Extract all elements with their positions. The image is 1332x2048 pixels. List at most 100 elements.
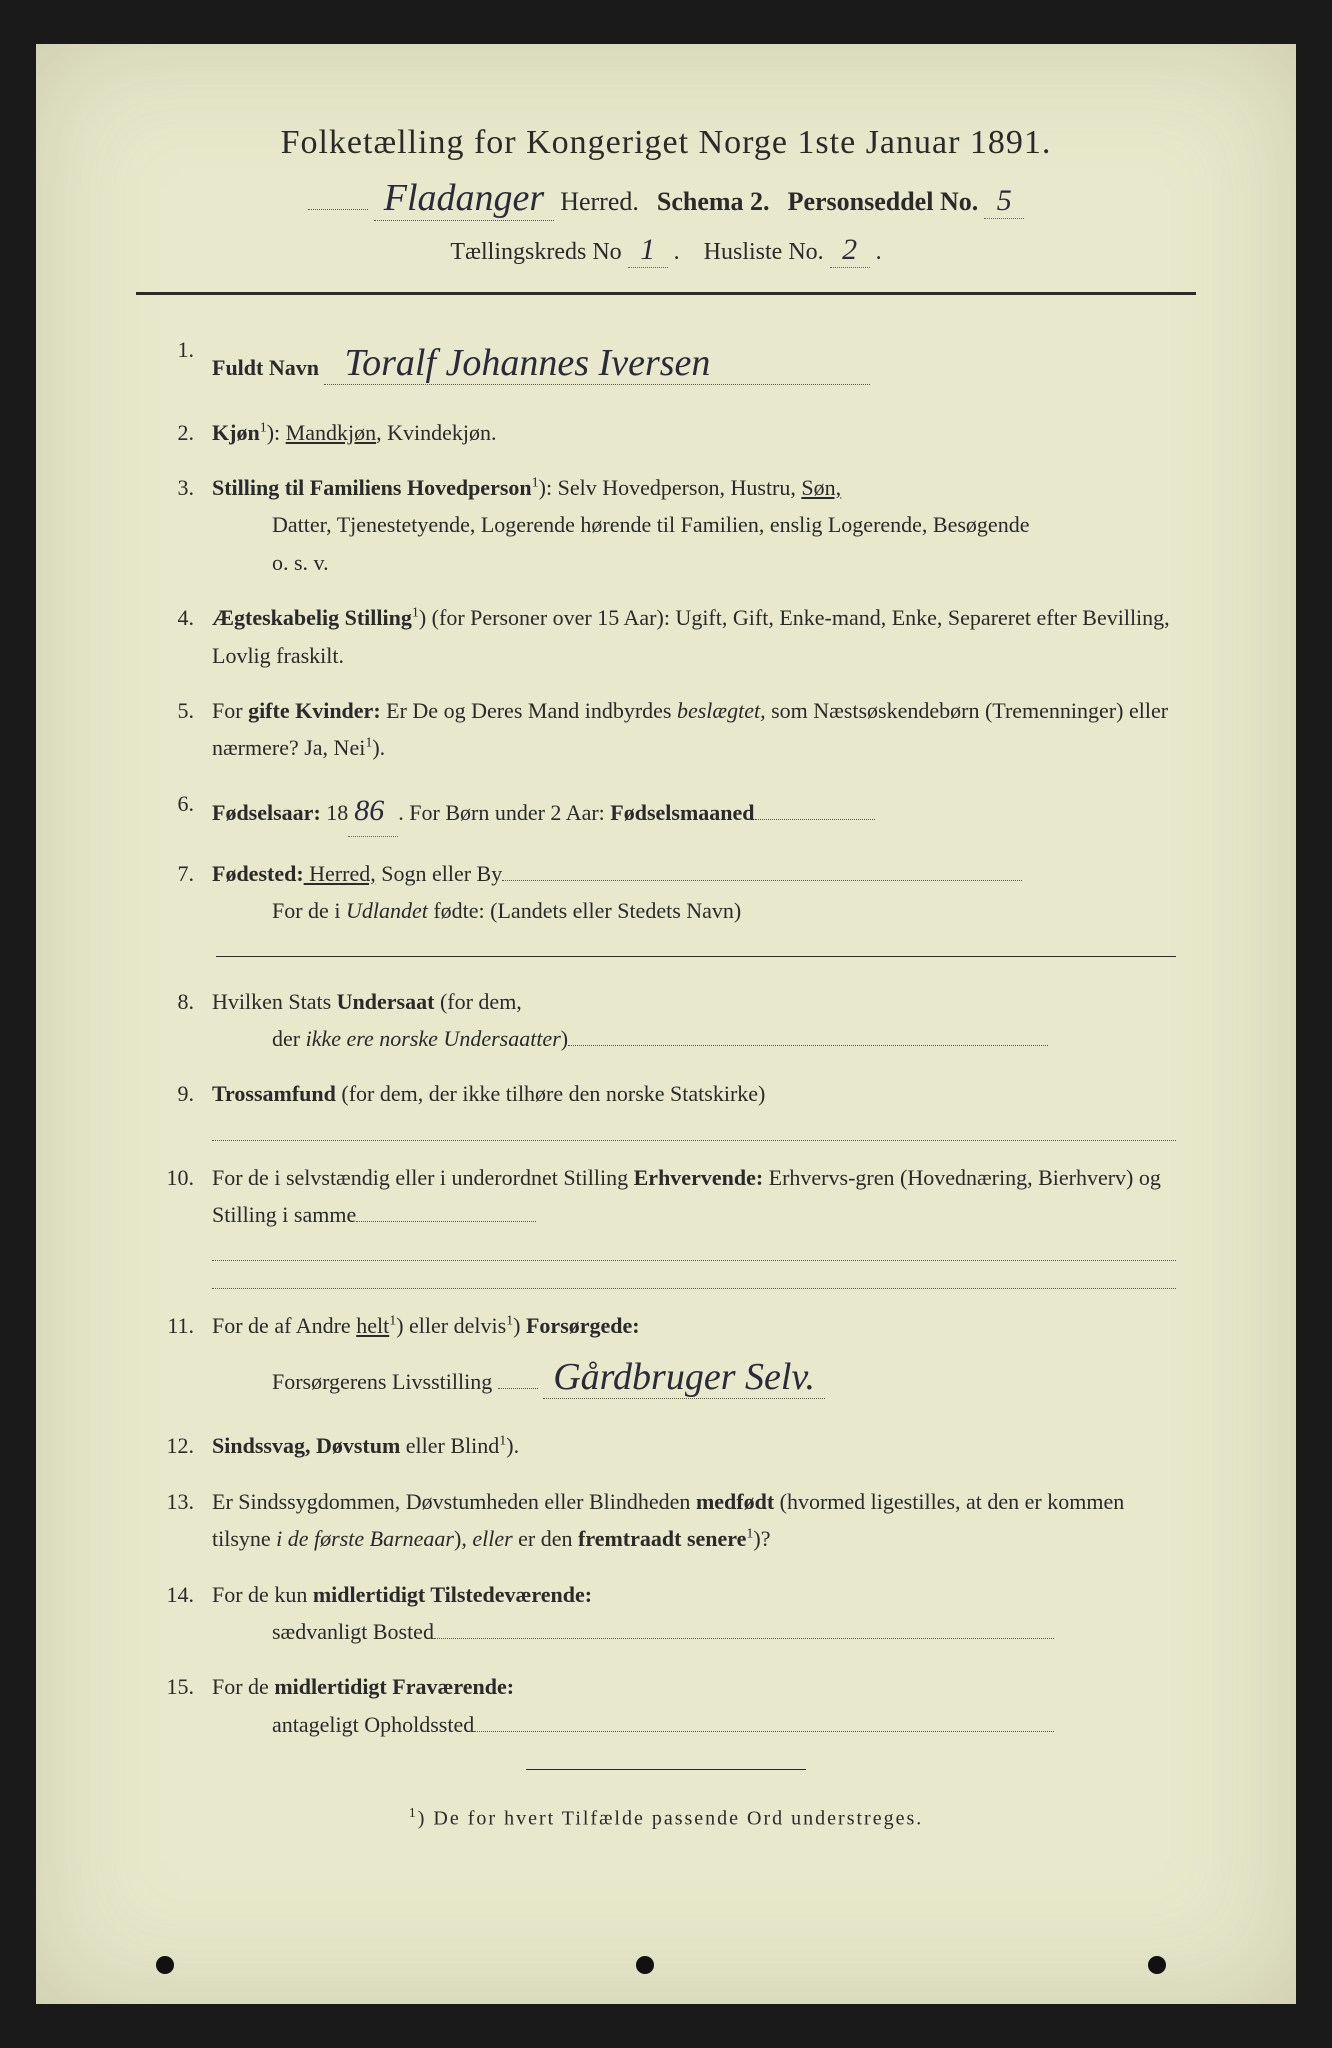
end: ).	[372, 735, 385, 760]
item-num: 9.	[156, 1075, 212, 1140]
l2b: ikke ere norske Undersaatter	[306, 1026, 561, 1051]
item-11: 11. For de af Andre helt1) eller delvis1…	[156, 1307, 1176, 1409]
label: Fødested:	[212, 861, 304, 886]
divider-mid	[216, 956, 1176, 957]
divider-top	[136, 292, 1196, 295]
item-content: For de af Andre helt1) eller delvis1) Fo…	[212, 1307, 1176, 1409]
t2: (for dem,	[434, 989, 521, 1014]
item-12: 12. Sindssvag, Døvstum eller Blind1).	[156, 1427, 1176, 1464]
main-title: Folketælling for Kongeriget Norge 1ste J…	[136, 124, 1196, 162]
t1: For de af Andre	[212, 1313, 356, 1338]
label: Fødselsaar:	[212, 800, 321, 825]
census-form-page: Folketælling for Kongeriget Norge 1ste J…	[36, 44, 1296, 2004]
l2b: Udlandet	[346, 898, 428, 923]
item-content: Fødselsaar: 1886. For Børn under 2 Aar: …	[212, 785, 1176, 837]
label: gifte Kvinder:	[248, 698, 381, 723]
item-content: For gifte Kvinder: Er De og Deres Mand i…	[212, 692, 1176, 767]
l2c: )	[561, 1026, 568, 1051]
t3: )	[513, 1313, 526, 1338]
fn-text: ) De for hvert Tilfælde passende Ord und…	[418, 1808, 923, 1830]
personseddel-no: 5	[984, 184, 1024, 219]
item-num: 2.	[156, 414, 212, 451]
l2a: For de i	[272, 898, 346, 923]
son: Søn,	[801, 475, 841, 500]
item-num: 1.	[156, 331, 212, 396]
herred-handwritten: Fladanger	[374, 176, 554, 221]
t1: Hvilken Stats	[212, 989, 337, 1014]
mid: . For Børn under 2 Aar:	[398, 800, 610, 825]
item-num: 7.	[156, 855, 212, 930]
item-9: 9. Trossamfund (for dem, der ikke tilhør…	[156, 1075, 1176, 1140]
t4: er den	[513, 1526, 578, 1551]
item-3: 3. Stilling til Familiens Hovedperson1):…	[156, 469, 1176, 581]
fill-line2	[212, 1267, 1176, 1289]
end: )?	[753, 1526, 770, 1551]
item-content: Kjøn1): Mandkjøn, Kvindekjøn.	[212, 414, 1176, 451]
end: ).	[506, 1433, 519, 1458]
line2: antageligt Opholdssted	[272, 1706, 1176, 1743]
item-7: 7. Fødested: Herred, Sogn eller By For d…	[156, 855, 1176, 930]
tail: eller Blind	[400, 1433, 499, 1458]
personseddel-label: Personseddel No.	[788, 187, 979, 217]
item-num: 13.	[156, 1483, 212, 1558]
item-num: 15.	[156, 1668, 212, 1743]
b2: fremtraadt senere	[578, 1526, 746, 1551]
punch-hole-left	[156, 1956, 174, 1974]
fill	[474, 1731, 1054, 1732]
bold: Forsørgede:	[526, 1313, 640, 1338]
livsstilling-hw: Gårdbruger Selv.	[543, 1356, 825, 1399]
year-hw: 86	[348, 785, 398, 837]
dotted-prefix	[308, 209, 368, 210]
l2: Forsørgerens Livsstilling	[272, 1369, 492, 1394]
subtitle-2: Tællingskreds No 1 . Husliste No. 2 .	[136, 233, 1196, 268]
bold: Undersaat	[337, 989, 435, 1014]
label-a: Kjøn	[212, 420, 260, 445]
dot2: .	[876, 239, 882, 266]
line2: der ikke ere norske Undersaatter)	[272, 1020, 1176, 1057]
fn-sup: 1	[409, 1806, 418, 1821]
line2: sædvanligt Bosted	[272, 1613, 1176, 1650]
bold: midlertidigt Fraværende:	[274, 1674, 514, 1699]
dots	[498, 1388, 538, 1389]
label: Trossamfund	[212, 1081, 336, 1106]
t1: For de kun	[212, 1582, 313, 1607]
item-content: Er Sindssygdommen, Døvstumheden eller Bl…	[212, 1483, 1176, 1558]
line2: Forsørgerens Livsstilling Gårdbruger Sel…	[272, 1345, 1176, 1410]
line2: Datter, Tjenestetyende, Logerende hørend…	[272, 506, 1176, 543]
t3: ),	[454, 1526, 472, 1551]
item-10: 10. For de i selvstændig eller i underor…	[156, 1159, 1176, 1290]
tail: Sogn eller By	[376, 861, 503, 886]
item-num: 10.	[156, 1159, 212, 1290]
line3: o. s. v.	[272, 544, 1176, 581]
l2: sædvanligt Bosted	[272, 1619, 434, 1644]
fill	[434, 1638, 1054, 1639]
item-num: 3.	[156, 469, 212, 581]
taellingskreds-label: Tællingskreds No	[450, 239, 621, 266]
italic1: beslægtet,	[677, 698, 766, 723]
t1: Er Sindssygdommen, Døvstumheden eller Bl…	[212, 1489, 696, 1514]
tail1: Er De og Deres Mand indbyrdes	[381, 698, 677, 723]
b1: medfødt	[696, 1489, 774, 1514]
item-14: 14. For de kun midlertidigt Tilstedevære…	[156, 1576, 1176, 1651]
sup: 1	[260, 420, 267, 435]
subtitle-1: Fladanger Herred. Schema 2. Personseddel…	[136, 176, 1196, 221]
mandkjon: Mandkjøn	[286, 420, 376, 445]
t2: ) eller delvis	[396, 1313, 506, 1338]
item-content: Ægteskabelig Stilling1) (for Personer ov…	[212, 599, 1176, 674]
footnote: 1) De for hvert Tilfælde passende Ord un…	[136, 1806, 1196, 1831]
taellingskreds-no: 1	[628, 233, 668, 268]
item-content: For de midlertidigt Fraværende: antageli…	[212, 1668, 1176, 1743]
bold: midlertidigt Tilstedeværende:	[313, 1582, 592, 1607]
fill-line	[212, 1119, 1176, 1141]
i2: eller	[472, 1526, 512, 1551]
item-13: 13. Er Sindssygdommen, Døvstumheden elle…	[156, 1483, 1176, 1558]
label: Fuldt Navn	[212, 355, 319, 380]
item-content: Sindssvag, Døvstum eller Blind1).	[212, 1427, 1176, 1464]
fill	[502, 880, 1022, 881]
sep: ,	[376, 420, 387, 445]
tail: (for dem, der ikke tilhøre den norske St…	[336, 1081, 765, 1106]
label: Ægteskabelig Stilling	[212, 605, 412, 630]
punch-hole-right	[1148, 1956, 1166, 1974]
pre: For	[212, 698, 248, 723]
husliste-label: Husliste No.	[704, 239, 824, 266]
